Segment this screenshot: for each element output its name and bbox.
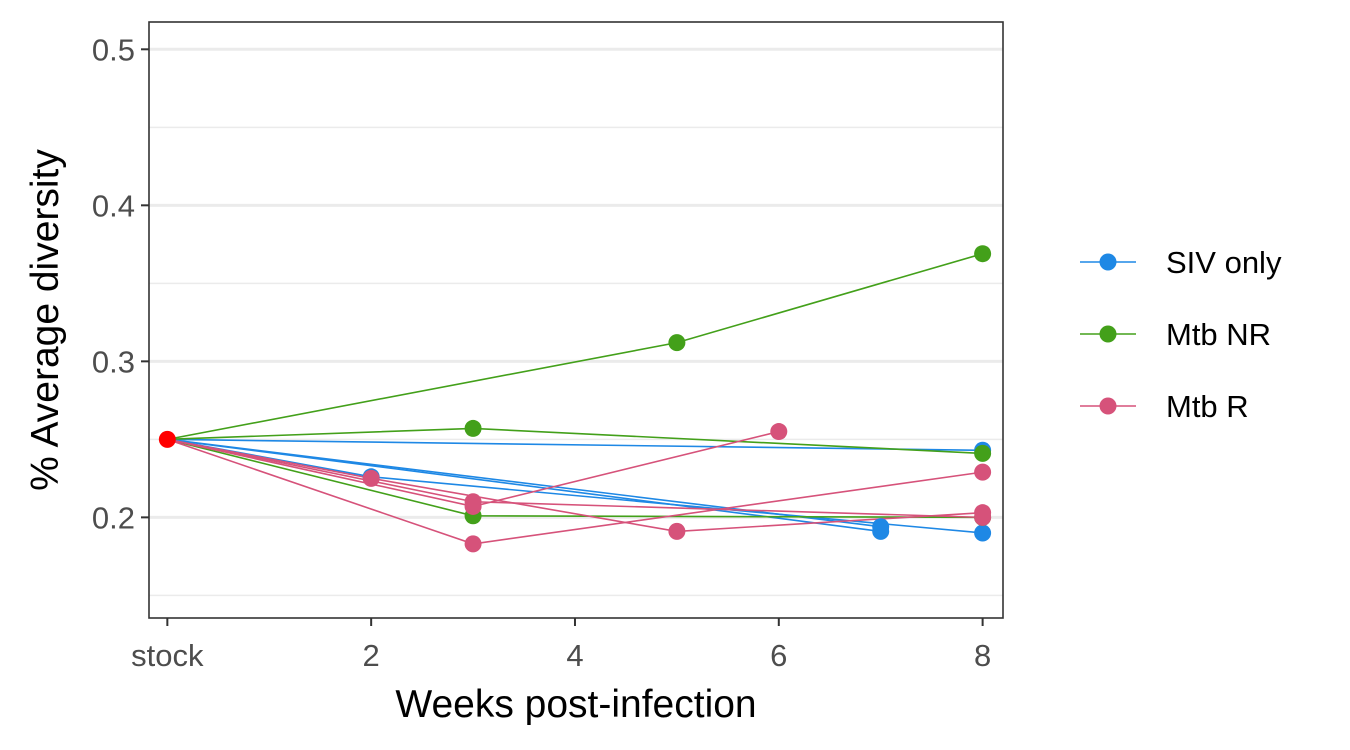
data-point xyxy=(770,423,788,441)
x-axis-title: Weeks post-infection xyxy=(395,683,756,726)
x-tick-label: stock xyxy=(131,638,204,673)
data-point xyxy=(668,334,686,352)
y-axis-title: % Average diversity xyxy=(24,149,67,491)
stock-point xyxy=(158,430,176,448)
data-point xyxy=(974,444,992,462)
y-tick-label: 0.3 xyxy=(92,344,135,379)
data-point xyxy=(974,524,992,542)
data-point xyxy=(464,419,482,437)
series-line-4 xyxy=(167,252,983,441)
data-point xyxy=(464,535,482,553)
legend-label: Mtb R xyxy=(1166,389,1249,424)
legend-key-point xyxy=(1099,253,1117,271)
data-point xyxy=(974,463,992,481)
data-point xyxy=(974,508,992,526)
plot-panel-border xyxy=(148,21,1004,619)
legend-key-point xyxy=(1099,397,1117,415)
series-line-9 xyxy=(167,438,983,519)
data-point xyxy=(668,522,686,540)
series-line-0 xyxy=(167,438,983,452)
y-tick-label: 0.5 xyxy=(92,32,135,67)
x-tick-label: 8 xyxy=(974,638,991,673)
y-tick-label: 0.4 xyxy=(92,188,135,223)
axes: 0.2 0.3 0.4 0.5 stock 2 4 6 8 xyxy=(92,32,991,673)
data-point xyxy=(464,493,482,511)
series-line-8 xyxy=(167,438,983,533)
x-tick-label: 2 xyxy=(363,638,380,673)
legend-label: Mtb NR xyxy=(1166,317,1271,352)
series-layer xyxy=(158,245,992,553)
series-line-3 xyxy=(167,438,881,528)
data-point xyxy=(872,518,890,536)
y-tick-label: 0.2 xyxy=(92,500,135,535)
legend: SIV only Mtb NR Mtb R xyxy=(1080,245,1282,424)
data-point xyxy=(974,245,992,263)
x-tick-label: 6 xyxy=(770,638,787,673)
x-tick-label: 4 xyxy=(566,638,583,673)
data-point xyxy=(362,469,380,487)
legend-label: SIV only xyxy=(1166,245,1282,280)
series-line-1 xyxy=(167,438,983,534)
legend-key-point xyxy=(1099,325,1117,343)
